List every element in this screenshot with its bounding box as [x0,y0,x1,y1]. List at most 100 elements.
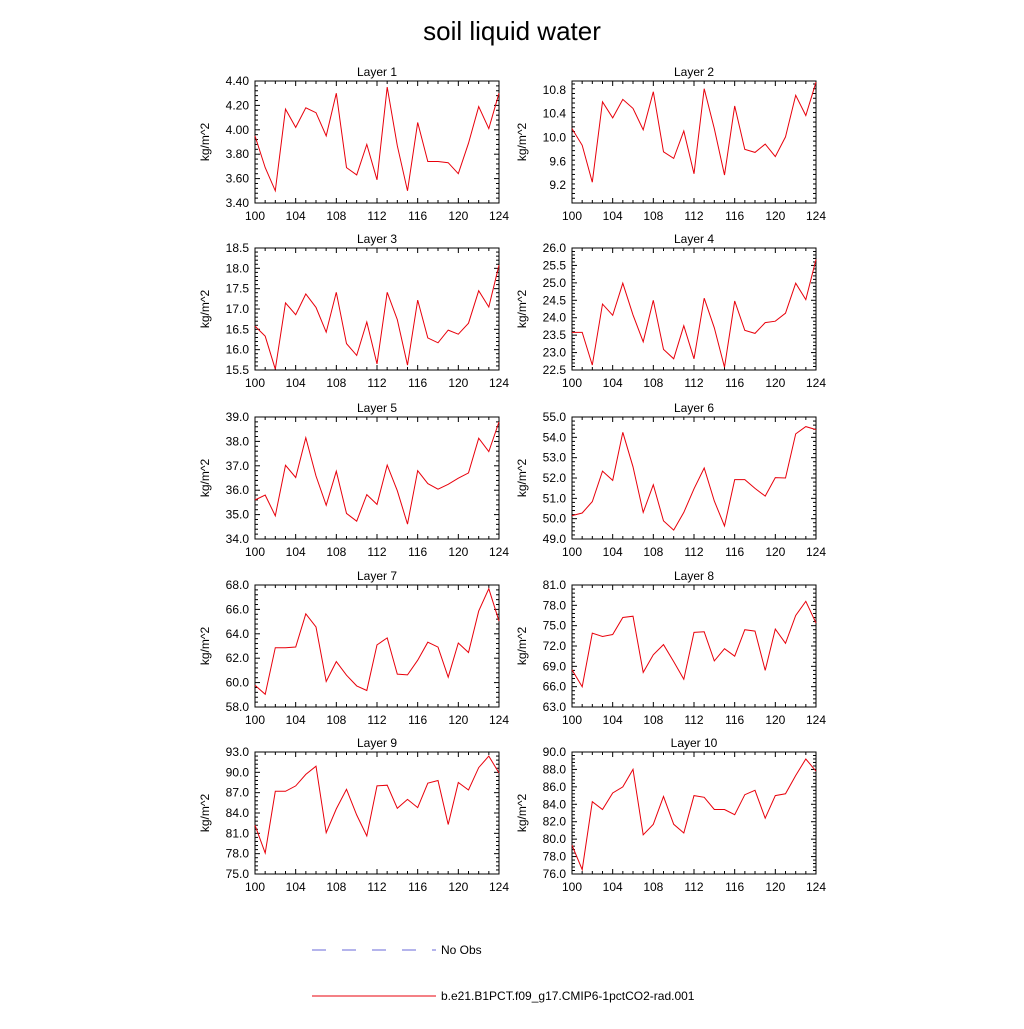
panel-layer-2: Layer 2 kg/m^2 100 104 108 112 116 120 124 9.2 9.6… [515,65,826,223]
panel-layer-10: Layer 10 kg/m^2 100 104 108 112 116 120 124 76.0 7… [515,736,826,894]
x-tick-label: 116 [408,209,427,223]
plot-frame [254,416,500,540]
y-tick-label: 93.0 [226,745,250,759]
y-tick-label: 10.0 [543,131,567,145]
x-tick-label: 124 [489,376,509,390]
y-tick-label: 81.0 [226,826,250,840]
y-tick-label: 69.0 [543,659,567,673]
y-tick-label: 4.00 [226,123,250,137]
panel-title: Layer 2 [674,65,714,79]
series-line [254,264,500,370]
x-tick-label: 116 [725,713,744,727]
x-tick-label: 124 [489,713,509,727]
y-tick-label: 38.0 [226,434,250,448]
y-tick-label: 36.0 [226,483,250,497]
panel-title: Layer 5 [357,401,397,415]
y-tick-label: 63.0 [543,700,567,714]
panel-layer-3: Layer 3 kg/m^2 100 104 108 112 116 120 124 15.5 16… [198,232,509,390]
x-tick-label: 108 [326,880,346,894]
y-tick-label: 82.0 [543,815,567,829]
x-tick-label: 124 [806,209,826,223]
x-tick-label: 100 [562,376,582,390]
x-tick-label: 104 [603,713,623,727]
plot-frame [254,80,500,204]
x-tick-label: 104 [286,209,306,223]
series-line [254,87,500,193]
y-tick-label: 4.40 [226,74,250,88]
y-tick-label: 26.0 [543,241,567,255]
x-tick-label: 112 [367,545,386,559]
x-tick-label: 124 [806,880,826,894]
x-tick-label: 100 [562,713,582,727]
x-tick-label: 120 [448,713,468,727]
y-axis-label: kg/m^2 [515,794,529,833]
y-tick-label: 9.6 [549,154,566,168]
y-tick-label: 18.5 [226,241,250,255]
y-tick-label: 49.0 [543,532,567,546]
y-axis-label: kg/m^2 [198,123,212,162]
series-line [571,600,817,689]
x-tick-label: 120 [448,545,468,559]
x-tick-label: 112 [367,376,386,390]
y-tick-label: 3.80 [226,147,250,161]
y-tick-label: 87.0 [226,786,250,800]
y-tick-label: 23.5 [543,328,567,342]
y-tick-label: 17.0 [226,302,250,316]
panel-title: Layer 9 [357,736,397,750]
y-tick-label: 72.0 [543,639,567,653]
y-tick-label: 3.60 [226,172,250,186]
y-tick-label: 75.0 [543,619,567,633]
plot-frame [571,751,817,875]
y-tick-label: 24.0 [543,311,567,325]
y-tick-label: 4.20 [226,98,250,112]
y-tick-label: 10.4 [543,107,567,121]
x-tick-label: 108 [326,376,346,390]
x-tick-label: 120 [765,376,785,390]
y-tick-label: 75.0 [226,867,250,881]
y-axis-label: kg/m^2 [198,794,212,833]
x-tick-label: 100 [245,209,265,223]
y-tick-label: 39.0 [226,410,250,424]
y-axis-label: kg/m^2 [515,459,529,498]
x-tick-label: 124 [489,545,509,559]
x-tick-label: 100 [562,545,582,559]
legend-label-model: b.e21.B1PCT.f09_g17.CMIP6-1pctCO2-rad.00… [441,989,695,1003]
x-tick-label: 108 [643,713,663,727]
x-tick-label: 100 [245,376,265,390]
x-tick-label: 120 [765,209,785,223]
y-axis-label: kg/m^2 [515,123,529,162]
panel-title: Layer 1 [357,65,397,79]
y-tick-label: 16.5 [226,322,250,336]
x-tick-label: 104 [603,880,623,894]
x-tick-label: 100 [562,880,582,894]
y-tick-label: 68.0 [226,578,250,592]
y-tick-label: 25.0 [543,276,567,290]
y-tick-label: 17.5 [226,282,250,296]
panel-layer-8: Layer 8 kg/m^2 100 104 108 112 116 120 124 63.0 66… [515,569,826,727]
x-tick-label: 108 [326,713,346,727]
x-tick-label: 108 [643,376,663,390]
panel-layer-4: Layer 4 kg/m^2 100 104 108 112 116 120 124 22.5 23… [515,232,826,390]
legend-label-obs: No Obs [441,943,482,957]
y-tick-label: 88.0 [543,762,567,776]
x-tick-label: 100 [245,713,265,727]
series-line [571,758,817,872]
x-tick-label: 108 [643,545,663,559]
y-tick-label: 51.0 [543,491,567,505]
x-tick-label: 100 [245,545,265,559]
legend: No Obs b.e21.B1PCT.f09_g17.CMIP6-1pctCO2… [312,943,695,1003]
x-tick-label: 104 [286,880,306,894]
y-tick-label: 81.0 [543,578,567,592]
x-tick-label: 108 [326,209,346,223]
panel-layer-6: Layer 6 kg/m^2 100 104 108 112 116 120 124 49.0 50… [515,401,826,559]
x-tick-label: 120 [765,545,785,559]
y-tick-label: 62.0 [226,651,250,665]
x-tick-label: 112 [684,545,703,559]
panel-title: Layer 8 [674,569,714,583]
panel-title: Layer 10 [671,736,718,750]
series-line [572,259,817,368]
y-tick-label: 24.5 [543,293,567,307]
x-tick-label: 104 [286,545,306,559]
x-tick-label: 120 [765,880,785,894]
